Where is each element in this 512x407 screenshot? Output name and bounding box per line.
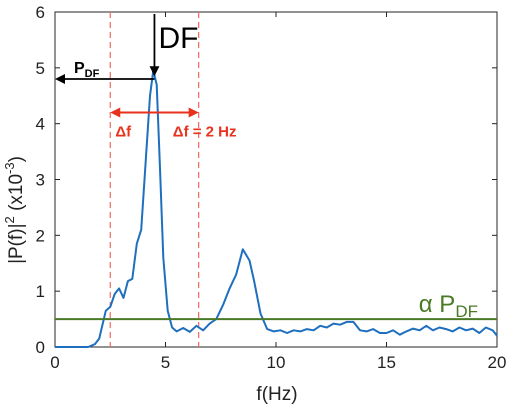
y-tick-label: 3	[36, 171, 45, 190]
threshold-label-sub: DF	[455, 302, 478, 321]
y-axis-title-tail: )	[6, 156, 27, 162]
power-spectrum-line	[55, 69, 498, 348]
delta-f-left-label: Δf	[115, 124, 132, 141]
y-axis-title-sup: 2	[2, 216, 17, 223]
pdf-label-main: P	[74, 60, 85, 77]
y-axis-title: |P(f)|2 (x10-3)	[2, 156, 27, 264]
y-tick-label: 6	[36, 3, 45, 22]
x-tick-label: 0	[50, 353, 59, 372]
df-label: DF	[158, 22, 198, 55]
y-axis-title-mid: (x10	[6, 174, 27, 216]
x-axis-title: f(Hz)	[256, 384, 297, 405]
threshold-label: α PDF	[419, 291, 478, 321]
y-axis-title-base: |P(f)|	[6, 223, 27, 263]
x-tick-label: 20	[488, 353, 507, 372]
threshold-label-main: α P	[419, 291, 456, 318]
y-tick-label: 0	[36, 338, 45, 357]
pdf-label: PDF	[74, 60, 100, 80]
y-tick-label: 4	[36, 115, 45, 134]
y-tick-label: 2	[36, 226, 45, 245]
x-tick-label: 5	[161, 353, 170, 372]
delta-f-right-label: Δf = 2 Hz	[173, 124, 237, 141]
pdf-label-sub: DF	[85, 68, 100, 80]
y-tick-label: 1	[36, 282, 45, 301]
y-axis-title-sup2: -3	[2, 162, 17, 174]
x-tick-label: 15	[377, 353, 396, 372]
y-tick-label: 5	[36, 59, 45, 78]
x-tick-label: 10	[267, 353, 286, 372]
